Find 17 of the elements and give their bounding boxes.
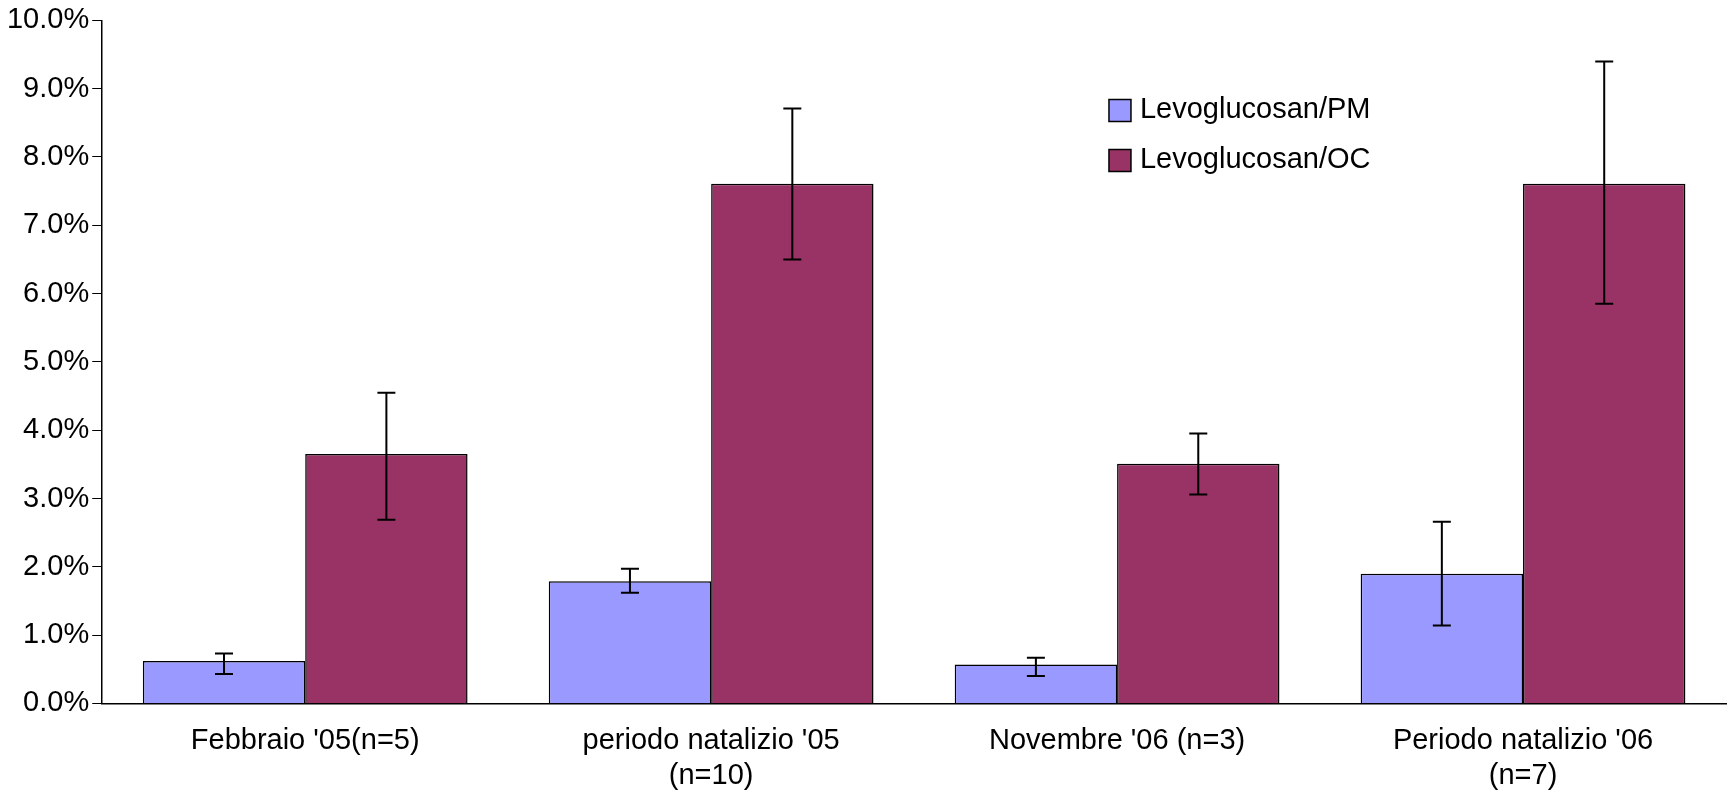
y-tick-label: 7.0% [23, 207, 90, 240]
y-tick-label: 3.0% [23, 480, 90, 513]
y-tick-label: 8.0% [23, 139, 90, 171]
x-tick-label: Novembre '06 (n=3) [988, 722, 1246, 755]
y-tick-label: 2.0% [23, 548, 90, 581]
legend-label: Levoglucosan/OC [1139, 142, 1371, 175]
x-tick-label: periodo natalizio '05 (n=10) [582, 722, 840, 790]
x-tick-label: Febbraio '05(n=5) [190, 722, 420, 755]
x-tick-label: Periodo natalizio '06 (n=7) [1392, 722, 1654, 790]
y-tick-label: 0.0% [23, 685, 90, 718]
y-tick-label: 1.0% [23, 617, 90, 650]
y-tick-label: 9.0% [23, 70, 90, 103]
y-tick-label: 6.0% [23, 275, 90, 308]
legend-label: Levoglucosan/PM [1139, 92, 1371, 125]
y-tick-label: 10.0% [6, 2, 90, 35]
y-tick-label: 4.0% [23, 412, 90, 445]
y-tick-label: 5.0% [23, 343, 90, 376]
